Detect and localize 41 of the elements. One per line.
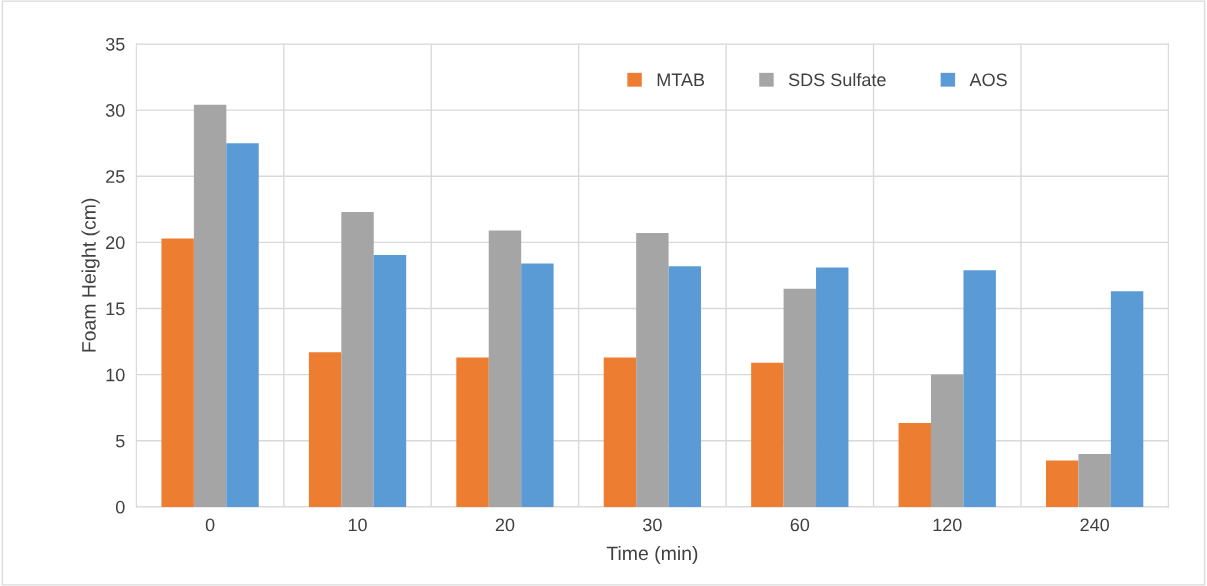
bar — [521, 263, 554, 507]
bar — [668, 266, 702, 507]
bar — [783, 288, 817, 507]
y-tick-label: 20 — [106, 236, 125, 250]
x-tick-label: 20 — [495, 518, 515, 532]
y-tick-label: 15 — [106, 302, 125, 316]
x-tick-label: 10 — [348, 518, 367, 532]
bar — [1078, 453, 1111, 507]
x-tick-label: 120 — [933, 518, 962, 532]
bar — [603, 357, 637, 507]
y-axis-title: Foam Height (cm) — [81, 198, 100, 352]
x-tick-label: 240 — [1080, 518, 1110, 532]
legend-label: SDS Sulfate — [788, 72, 886, 87]
bar — [308, 352, 342, 507]
y-tick-label: 5 — [115, 434, 125, 448]
legend-label: MTAB — [657, 73, 705, 87]
legend-label: AOS — [969, 73, 1007, 87]
bar — [963, 270, 996, 507]
bar — [193, 104, 227, 507]
bar — [816, 267, 849, 507]
y-tick-label: 0 — [115, 500, 125, 514]
y-tick-label: 25 — [106, 170, 125, 183]
y-tick-label: 30 — [105, 104, 125, 117]
bar — [931, 374, 964, 507]
bar — [161, 238, 194, 507]
bar — [341, 211, 374, 507]
bar — [226, 143, 259, 507]
x-axis-title: Time (min) — [606, 545, 698, 565]
bar — [751, 362, 784, 507]
y-tick-label: 35 — [105, 37, 125, 51]
x-tick-label: 60 — [790, 518, 810, 532]
bar — [1110, 291, 1144, 507]
bar — [636, 233, 669, 507]
x-tick-label: 0 — [205, 518, 215, 532]
bar — [373, 254, 407, 507]
bar — [456, 357, 489, 507]
bar — [488, 230, 522, 507]
x-tick-label: 30 — [643, 518, 662, 532]
y-tick-label: 10 — [106, 368, 125, 382]
bar — [898, 422, 932, 507]
bar — [1046, 460, 1079, 507]
